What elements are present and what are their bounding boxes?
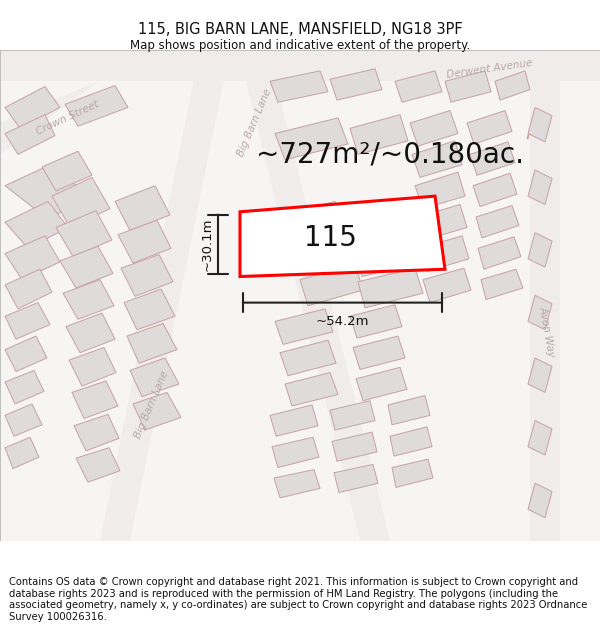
Polygon shape [353,336,405,369]
Polygon shape [240,196,445,276]
Polygon shape [5,115,55,154]
Polygon shape [100,50,230,541]
Polygon shape [270,405,318,436]
Polygon shape [270,71,328,102]
Polygon shape [60,246,113,288]
Polygon shape [330,69,382,100]
Polygon shape [423,268,471,302]
Polygon shape [280,340,336,376]
Polygon shape [350,204,416,245]
Polygon shape [5,236,60,279]
Text: Contains OS data © Crown copyright and database right 2021. This information is : Contains OS data © Crown copyright and d… [9,577,587,622]
Text: Big Barn Lane: Big Barn Lane [133,369,171,440]
Polygon shape [274,469,320,498]
Polygon shape [238,50,390,541]
Polygon shape [528,232,552,267]
Text: Avon Way: Avon Way [538,306,556,358]
Polygon shape [481,269,523,299]
Polygon shape [395,71,442,102]
Polygon shape [5,201,68,248]
Polygon shape [528,295,552,330]
Polygon shape [275,118,348,159]
Polygon shape [412,141,462,177]
Polygon shape [5,371,44,404]
Polygon shape [350,305,402,338]
Polygon shape [115,186,170,231]
Polygon shape [72,381,118,419]
Polygon shape [272,438,319,468]
Polygon shape [330,401,375,430]
Polygon shape [285,372,338,406]
Polygon shape [124,289,175,330]
Polygon shape [415,172,465,209]
Polygon shape [0,50,600,81]
Polygon shape [418,204,467,240]
Polygon shape [0,50,600,541]
Polygon shape [528,421,552,455]
Polygon shape [0,50,170,154]
Polygon shape [5,438,39,469]
Polygon shape [445,71,491,102]
Polygon shape [390,427,432,456]
Polygon shape [528,483,552,518]
Text: ~54.2m: ~54.2m [316,315,369,328]
Polygon shape [42,151,92,191]
Polygon shape [63,279,114,319]
Polygon shape [5,86,60,128]
Polygon shape [355,237,420,276]
Polygon shape [527,112,535,139]
Polygon shape [410,111,458,146]
Polygon shape [350,115,408,154]
Polygon shape [69,348,116,386]
Text: Map shows position and indicative extent of the property.: Map shows position and indicative extent… [130,39,470,51]
Polygon shape [332,432,377,461]
Polygon shape [5,336,47,371]
Polygon shape [5,269,52,309]
Polygon shape [66,313,115,352]
Polygon shape [530,50,560,541]
Polygon shape [358,268,423,308]
Polygon shape [76,448,120,482]
Text: Crown Street: Crown Street [35,99,101,137]
Polygon shape [470,142,515,175]
Polygon shape [420,236,469,271]
Text: 115, BIG BARN LANE, MANSFIELD, NG18 3PF: 115, BIG BARN LANE, MANSFIELD, NG18 3PF [137,22,463,38]
Polygon shape [473,173,517,207]
Polygon shape [334,464,378,492]
Polygon shape [127,324,177,363]
Polygon shape [392,459,433,488]
Polygon shape [65,86,128,126]
Polygon shape [5,302,50,339]
Polygon shape [528,170,552,204]
Polygon shape [356,368,407,401]
Text: ~30.1m: ~30.1m [201,217,214,271]
Polygon shape [133,392,181,430]
Polygon shape [495,71,530,100]
Polygon shape [121,254,173,296]
Polygon shape [74,414,119,451]
Polygon shape [528,358,552,392]
Polygon shape [478,237,521,269]
Text: 115: 115 [304,224,356,253]
Polygon shape [275,309,333,344]
Polygon shape [388,396,430,425]
Polygon shape [52,177,110,227]
Text: Derwent Avenue: Derwent Avenue [446,58,533,80]
Polygon shape [130,358,179,397]
Polygon shape [118,220,171,263]
Polygon shape [5,404,42,436]
Polygon shape [290,232,357,274]
Polygon shape [528,107,552,142]
Polygon shape [275,201,345,243]
Text: Big Barn Lane: Big Barn Lane [236,88,274,159]
Polygon shape [300,264,363,306]
Text: ~727m²/~0.180ac.: ~727m²/~0.180ac. [256,141,524,168]
Polygon shape [467,111,512,144]
Polygon shape [476,206,519,238]
Polygon shape [56,211,112,257]
Polygon shape [5,165,90,219]
